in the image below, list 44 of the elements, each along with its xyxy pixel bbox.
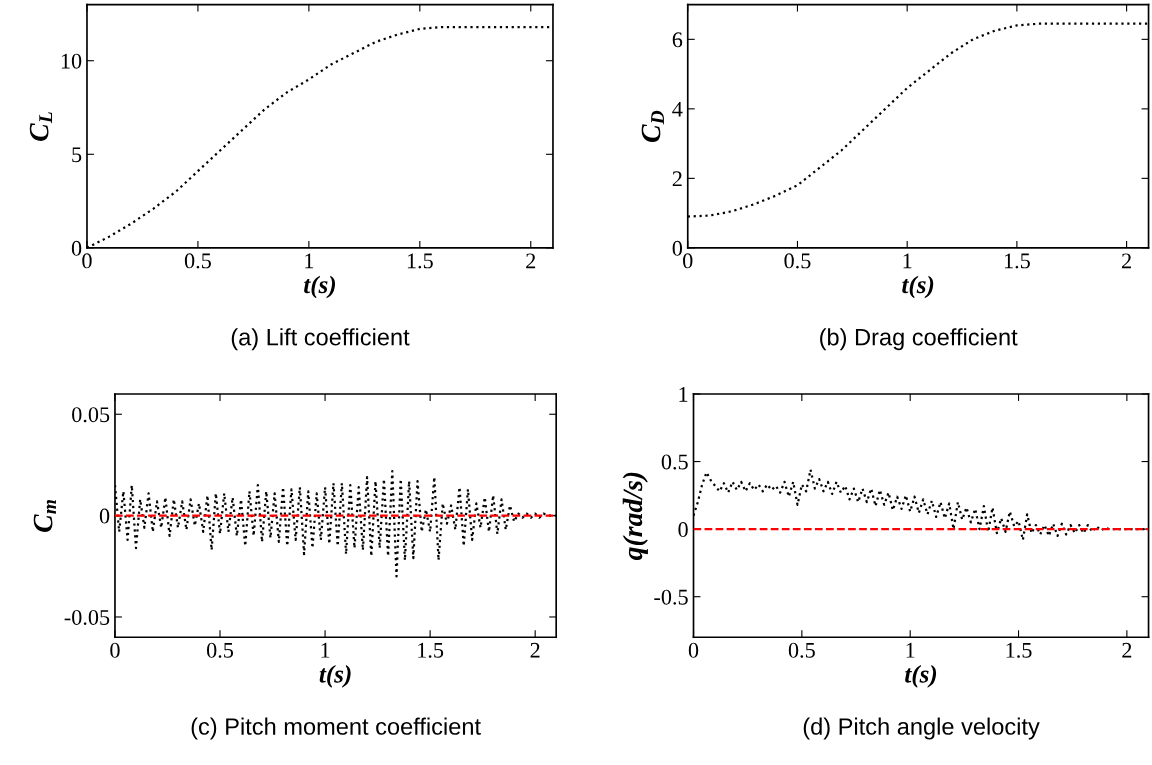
- y-tick-label: 0.05: [72, 407, 110, 423]
- x-tick-label: 0.5: [206, 642, 234, 658]
- y-tick-label: 0.5: [661, 454, 688, 470]
- x-tick-label: 2: [1122, 642, 1132, 658]
- x-tick-label: 1: [903, 253, 912, 269]
- y-tick-label: -0.05: [64, 609, 110, 625]
- x-axis-title: t(s): [304, 275, 336, 299]
- x-tick-label: 0: [110, 642, 120, 658]
- y-tick-label: 5: [72, 147, 82, 163]
- x-tick-label: 1.5: [1006, 642, 1032, 658]
- y-tick-label: 0: [99, 508, 110, 524]
- text: (c) Pitch moment coefficient: [191, 717, 481, 740]
- x-tick-label: 1: [305, 253, 314, 269]
- x-tick-label: 2: [526, 253, 536, 269]
- x-tick-label: 1.5: [1004, 253, 1030, 269]
- text: (a) Lift coefficient: [231, 328, 410, 351]
- y-tick-label: 1: [679, 387, 688, 402]
- y-tick-label: 0: [678, 522, 688, 538]
- x-axis-title: t(s): [902, 275, 934, 299]
- x-tick-label: 0.5: [788, 642, 815, 658]
- x-tick-label: 0.5: [784, 253, 811, 269]
- text: (b) Drag coefficient: [820, 328, 1018, 351]
- y-tick-label: 4: [672, 101, 683, 117]
- x-tick-label: 0.5: [184, 253, 211, 269]
- y-axis-title: C$_{L}$: [29, 112, 53, 141]
- y-tick-label: -0.5: [654, 589, 688, 605]
- y-tick-label: 2: [672, 171, 682, 187]
- x-tick-label: 0: [688, 642, 699, 658]
- x-axis-title: t(s): [905, 665, 937, 688]
- y-axis-title: q(rad/s): [622, 472, 648, 561]
- y-tick-label: 0: [71, 240, 82, 256]
- text: (d) Pitch angle velocity: [803, 717, 1040, 740]
- y-axis-title: C$_{D}$: [641, 110, 664, 143]
- x-tick-label: 1.5: [407, 253, 433, 269]
- x-tick-label: 1: [906, 642, 915, 658]
- x-tick-label: 1.5: [418, 642, 444, 658]
- y-tick-label: 6: [672, 32, 683, 48]
- y-tick-label: 0: [672, 240, 683, 256]
- x-tick-label: 1: [321, 642, 330, 658]
- y-tick-label: 10: [61, 53, 82, 69]
- x-axis-title: t(s): [319, 665, 351, 688]
- x-tick-label: 2: [1122, 253, 1131, 269]
- y-axis-title: C$_{m}$: [33, 500, 56, 533]
- x-tick-label: 2: [530, 642, 540, 658]
